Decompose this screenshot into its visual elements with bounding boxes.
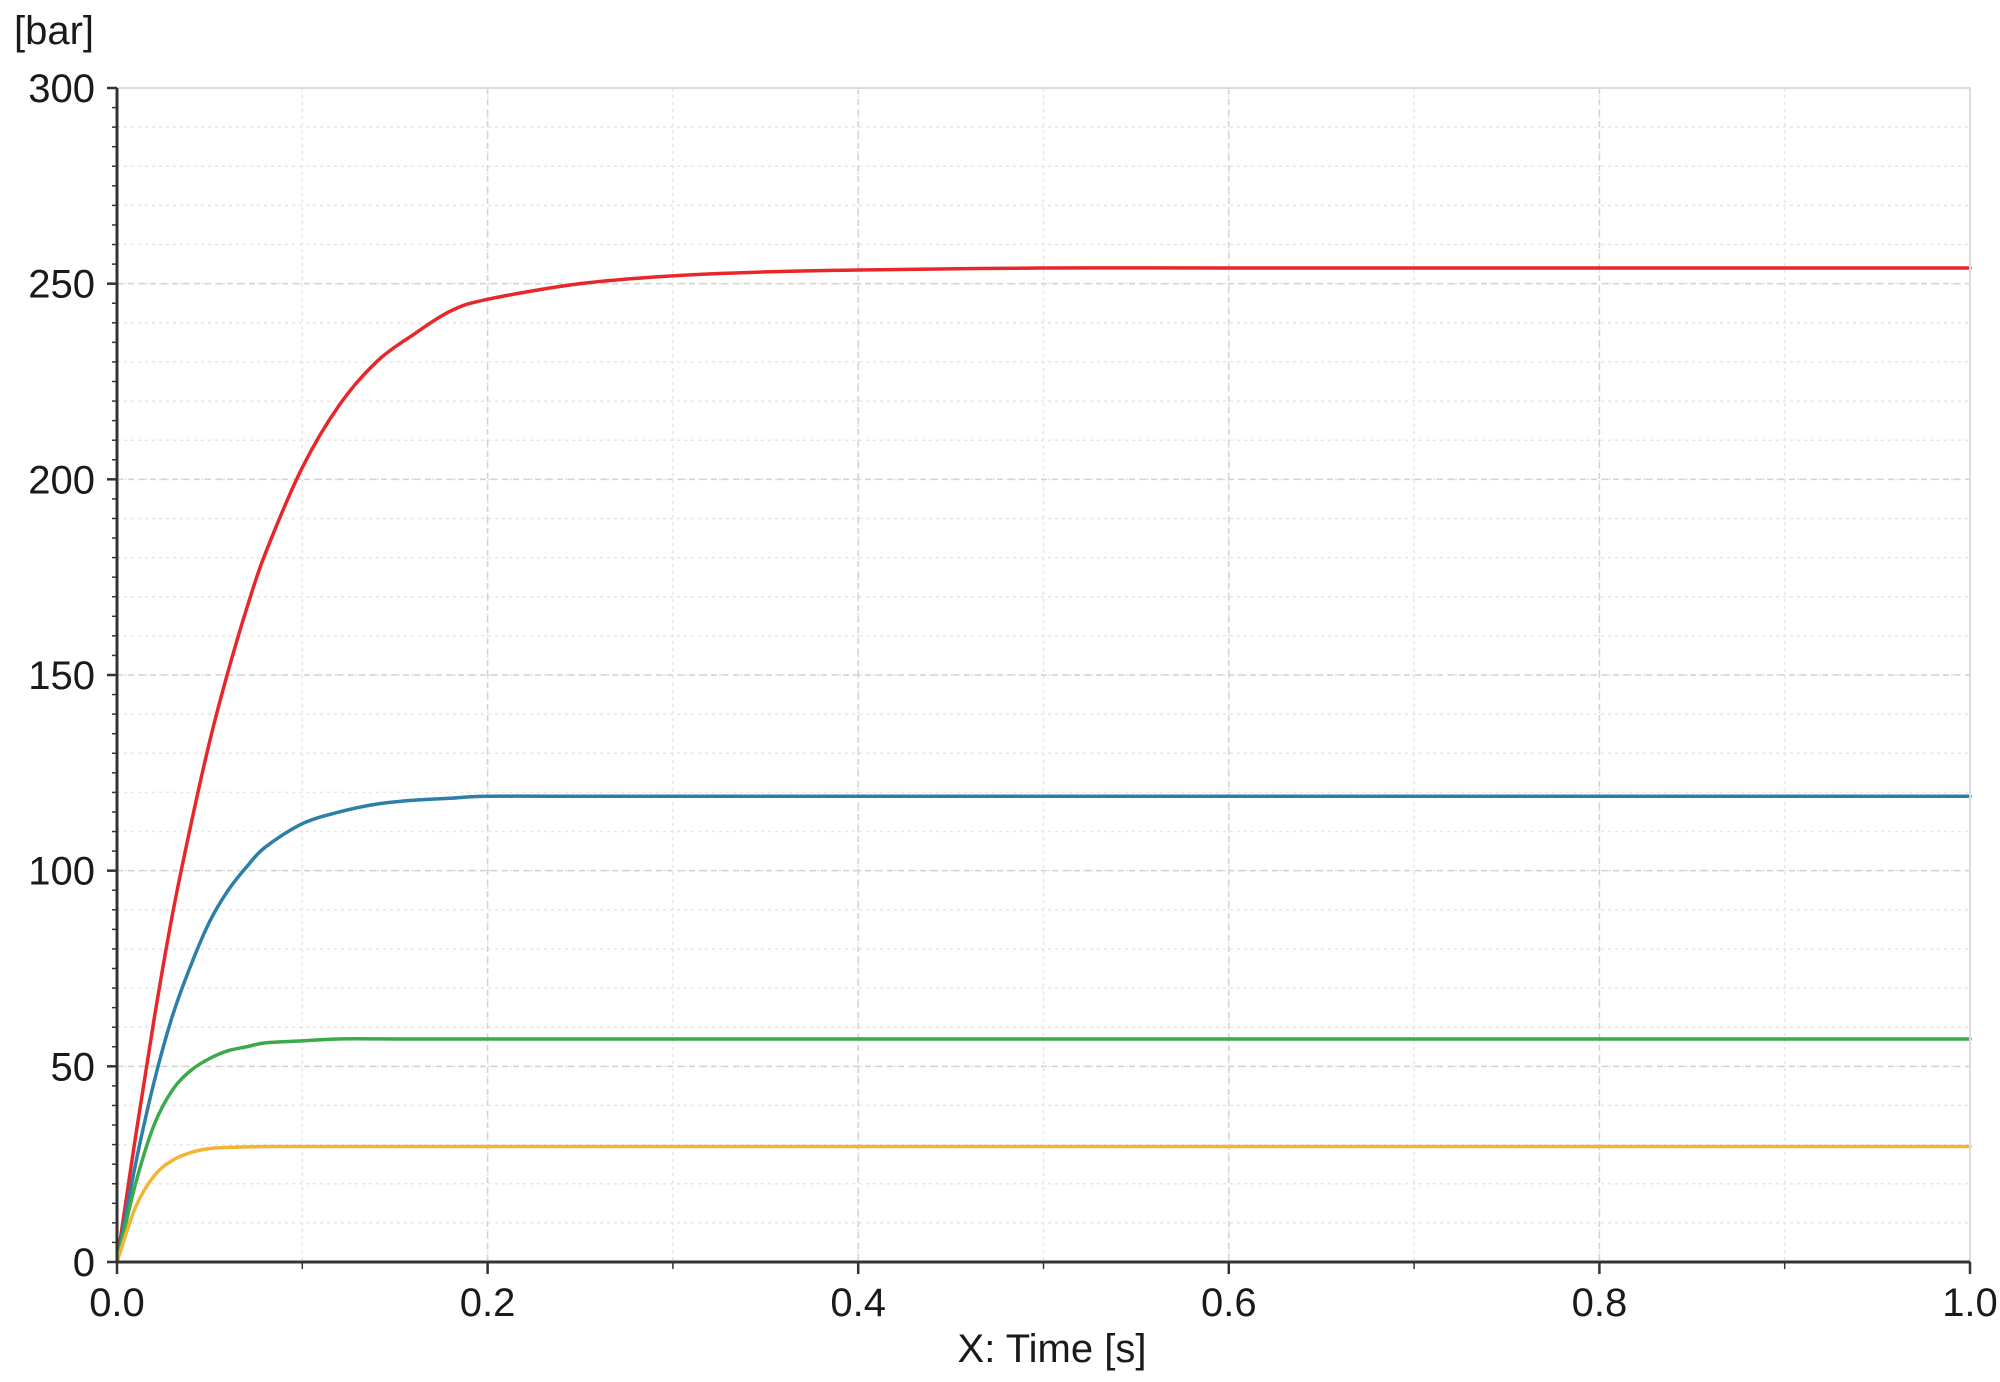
y-tick-label: 0 xyxy=(73,1241,95,1285)
y-tick-label: 200 xyxy=(28,458,95,502)
y-tick-label: 50 xyxy=(51,1045,96,1089)
y-tick-label: 300 xyxy=(28,67,95,111)
x-tick-label: 1.0 xyxy=(1942,1281,1998,1325)
x-tick-label: 0.0 xyxy=(89,1281,145,1325)
series-line-4 xyxy=(115,1144,1972,1264)
y-tick-label: 250 xyxy=(28,263,95,307)
x-tick-label: 0.4 xyxy=(830,1281,886,1325)
x-tick-label: 0.2 xyxy=(460,1281,516,1325)
series-line-2 xyxy=(115,794,1972,1264)
series-line-3 xyxy=(115,1037,1972,1264)
y-axis-title: [bar] xyxy=(14,9,94,53)
tick-labels: 0 50 100 150 200 250 300 0.0 0.2 0.4 0.6 0.8 1.0 xyxy=(28,67,1998,1325)
x-tick-label: 0.6 xyxy=(1201,1281,1257,1325)
gridlines xyxy=(117,88,1970,1262)
y-tick-label: 150 xyxy=(28,654,95,698)
x-axis-title: X: Time [s] xyxy=(958,1327,1147,1371)
axes xyxy=(107,86,1972,1274)
x-tick-label: 0.8 xyxy=(1572,1281,1628,1325)
y-tick-label: 100 xyxy=(28,850,95,894)
series-line-1 xyxy=(115,266,1972,1264)
series-group xyxy=(115,266,1972,1264)
